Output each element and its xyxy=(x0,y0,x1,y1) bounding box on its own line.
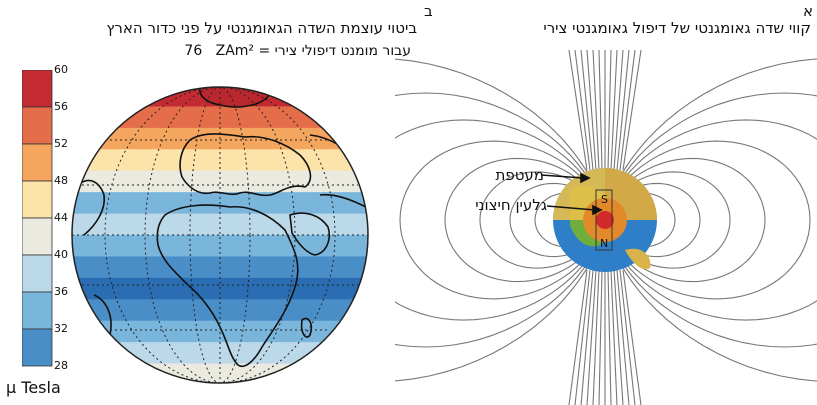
mantle-label: מעטפת xyxy=(495,166,544,184)
colorbar-swatch xyxy=(21,106,53,145)
panel-b-subtitle: עבור מומנט דיפולי צירי = ZAm² 76 xyxy=(184,43,411,59)
polar-field-line xyxy=(613,269,624,405)
colorbar-swatch xyxy=(21,143,53,182)
polar-field-line xyxy=(610,269,618,405)
continent-outlines xyxy=(77,87,367,367)
panel-a-title: קווי שדה גאומגנטי של דיפול גאומגנטי צירי xyxy=(543,19,811,37)
polar-field-line xyxy=(586,269,597,405)
polar-field-line xyxy=(619,269,636,405)
polar-field-line xyxy=(598,50,603,171)
colorbar-swatch xyxy=(21,254,53,293)
outer-core-label: גלעין חיצוני xyxy=(475,196,547,214)
polar-field-line xyxy=(592,269,600,405)
colorbar-tick-label: 28 xyxy=(54,359,68,372)
panel-a-letter: א xyxy=(802,2,813,20)
intensity-band xyxy=(72,170,368,194)
intensity-band xyxy=(72,299,368,322)
colorbar-swatch xyxy=(21,328,53,367)
moment-value: 76 xyxy=(184,43,203,59)
polar-field-line xyxy=(580,50,594,171)
colorbar: 60 56 52 48 44 40 36 32 28 xyxy=(21,63,102,372)
field-line xyxy=(605,92,817,348)
moment-unit: ZAm² xyxy=(215,43,255,59)
polar-field-line xyxy=(598,269,603,405)
field-line xyxy=(399,140,606,300)
intensity-band xyxy=(72,320,368,344)
field-line xyxy=(395,119,606,321)
intensity-band xyxy=(72,127,368,151)
polar-field-line xyxy=(592,50,600,171)
dipole-field-diagram: S N xyxy=(395,50,817,405)
pole-s-label: S xyxy=(601,193,608,206)
panel-b-title: ביטוי עוצמת השדה הגאומגנטי על פני כדור ה… xyxy=(106,19,417,37)
polar-field-line xyxy=(568,269,588,405)
intensity-band xyxy=(72,149,368,172)
polar-field-line xyxy=(586,50,597,171)
polar-field-line xyxy=(574,269,591,405)
intensity-band xyxy=(72,213,368,236)
colorbar-swatch xyxy=(21,217,53,256)
intensity-band xyxy=(72,277,368,301)
colorbar-tick-label: 60 xyxy=(54,63,68,76)
colorbar-tick-label: 40 xyxy=(54,248,68,261)
colorbar-swatch xyxy=(21,69,53,108)
colorbar-tick-label: 32 xyxy=(54,322,68,335)
polar-field-line xyxy=(568,50,588,171)
polar-field-line xyxy=(616,269,630,405)
polar-field-line xyxy=(580,269,594,405)
colorbar-tick-label: 48 xyxy=(54,174,68,187)
panel-b-letter: ב xyxy=(424,2,433,20)
field-line xyxy=(395,58,605,382)
polar-field-line xyxy=(607,269,612,405)
field-line xyxy=(604,140,811,300)
polar-field-line xyxy=(607,50,612,171)
polar-field-line xyxy=(613,50,624,171)
graticule xyxy=(72,87,368,383)
colorbar-swatches xyxy=(21,69,53,367)
colorbar-tick-label: 56 xyxy=(54,100,68,113)
pole-n-label: N xyxy=(600,237,608,250)
moment-label: עבור מומנט דיפולי צירי = xyxy=(254,43,411,59)
field-line xyxy=(605,58,817,382)
field-line xyxy=(395,92,605,348)
polar-field-line xyxy=(622,50,642,171)
callout-arrows xyxy=(540,172,603,216)
colorbar-tick-label: 36 xyxy=(54,285,68,298)
colorbar-swatch xyxy=(21,180,53,219)
colorbar-tick-label: 44 xyxy=(54,211,68,224)
polar-field-line xyxy=(610,50,618,171)
earth-cutaway: S N xyxy=(553,168,657,272)
units-label: μ Tesla xyxy=(6,378,61,397)
polar-field-line xyxy=(616,50,630,171)
field-line xyxy=(604,119,817,321)
intensity-globe xyxy=(71,86,369,384)
polar-field-line xyxy=(619,50,636,171)
polar-field-line xyxy=(574,50,591,171)
colorbar-swatch xyxy=(21,291,53,330)
colorbar-tick-label: 52 xyxy=(54,137,68,150)
polar-field-line xyxy=(622,269,642,405)
